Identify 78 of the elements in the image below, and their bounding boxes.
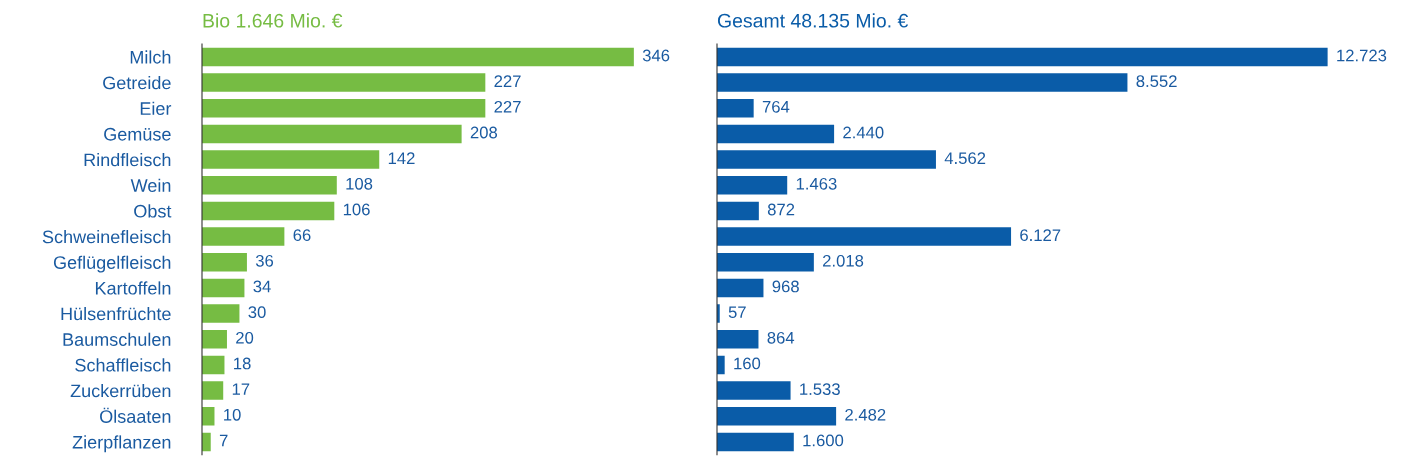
y-tick-label: Obst xyxy=(134,204,172,218)
data-label: 7 xyxy=(219,434,228,447)
bar xyxy=(717,406,837,426)
data-label: 2.440 xyxy=(843,126,884,139)
chart-title: Gesamt 48.135 Mio. € xyxy=(717,13,909,28)
data-label: 12.723 xyxy=(1337,49,1387,62)
data-label: 2.018 xyxy=(823,254,864,267)
y-tick-label: Zierpflanzen xyxy=(72,435,171,453)
data-label: 106 xyxy=(343,203,370,216)
bar xyxy=(717,150,936,169)
y-tick-label: Rindfleisch xyxy=(84,153,171,167)
bar xyxy=(717,227,1012,246)
chart-title: Bio 1.646 Mio. € xyxy=(203,13,343,28)
y-tick-label: Schweinefleisch xyxy=(42,230,171,244)
bar xyxy=(202,355,225,375)
data-label: 1.533 xyxy=(800,383,840,396)
data-label: 30 xyxy=(248,306,266,319)
data-label: 872 xyxy=(767,203,795,216)
bar xyxy=(717,432,794,452)
bar xyxy=(717,47,1328,67)
data-label: 160 xyxy=(734,357,761,370)
bar xyxy=(202,176,337,195)
bar xyxy=(202,304,240,323)
bar xyxy=(202,99,486,118)
bar xyxy=(202,252,247,272)
y-tick-label: Gemüse xyxy=(104,127,171,141)
data-label: 8.552 xyxy=(1136,75,1177,88)
data-label: 227 xyxy=(494,100,521,113)
y-tick-label: Schaffleisch xyxy=(75,358,171,372)
data-label: 20 xyxy=(236,331,254,344)
y-tick-label: Geflügelfleisch xyxy=(53,255,171,273)
data-label: 17 xyxy=(232,383,250,395)
data-label: 864 xyxy=(767,331,795,344)
y-tick-label: Getreide xyxy=(103,76,171,90)
data-label: 2.482 xyxy=(845,408,886,421)
y-tick-label: Milch xyxy=(130,50,171,64)
data-label: 764 xyxy=(762,100,790,113)
bar xyxy=(202,227,285,246)
bar xyxy=(717,278,764,298)
data-label: 36 xyxy=(255,254,274,267)
bar xyxy=(202,329,227,349)
y-tick-label: Ölsaaten xyxy=(100,407,171,423)
data-label: 6.127 xyxy=(1020,229,1061,242)
bar xyxy=(717,252,814,272)
bar xyxy=(202,73,486,92)
data-label: 227 xyxy=(494,75,521,87)
bar xyxy=(202,201,335,221)
data-label: 108 xyxy=(346,177,373,190)
data-label: 142 xyxy=(388,152,415,164)
bar xyxy=(202,278,245,298)
data-label: 346 xyxy=(642,49,670,62)
bar xyxy=(202,150,380,169)
data-label: 34 xyxy=(253,280,271,293)
bar xyxy=(717,329,759,349)
bar xyxy=(717,381,791,400)
bar xyxy=(717,176,788,195)
bar xyxy=(717,73,1128,92)
y-tick-label: Hülsenfrüchte xyxy=(61,307,171,321)
data-label: 4.562 xyxy=(944,152,986,165)
bar xyxy=(202,124,462,144)
data-label: 1.463 xyxy=(796,177,837,190)
data-label: 66 xyxy=(293,229,311,242)
data-label: 968 xyxy=(772,280,799,293)
y-tick-label: Wein xyxy=(130,178,171,192)
data-label: 18 xyxy=(234,357,251,370)
data-label: 1.600 xyxy=(803,434,844,447)
data-label: 57 xyxy=(728,306,746,319)
bar xyxy=(717,124,835,144)
data-label: 10 xyxy=(224,408,241,421)
data-label: 208 xyxy=(470,126,498,139)
bar xyxy=(202,381,224,400)
bar xyxy=(717,201,759,221)
y-tick-label: Eier xyxy=(140,101,172,115)
y-tick-label: Baumschulen xyxy=(63,332,171,346)
y-tick-label: Zuckerrüben xyxy=(70,384,171,398)
bar xyxy=(202,47,634,67)
bar xyxy=(717,99,754,118)
y-tick-label: Kartoffeln xyxy=(95,281,171,295)
